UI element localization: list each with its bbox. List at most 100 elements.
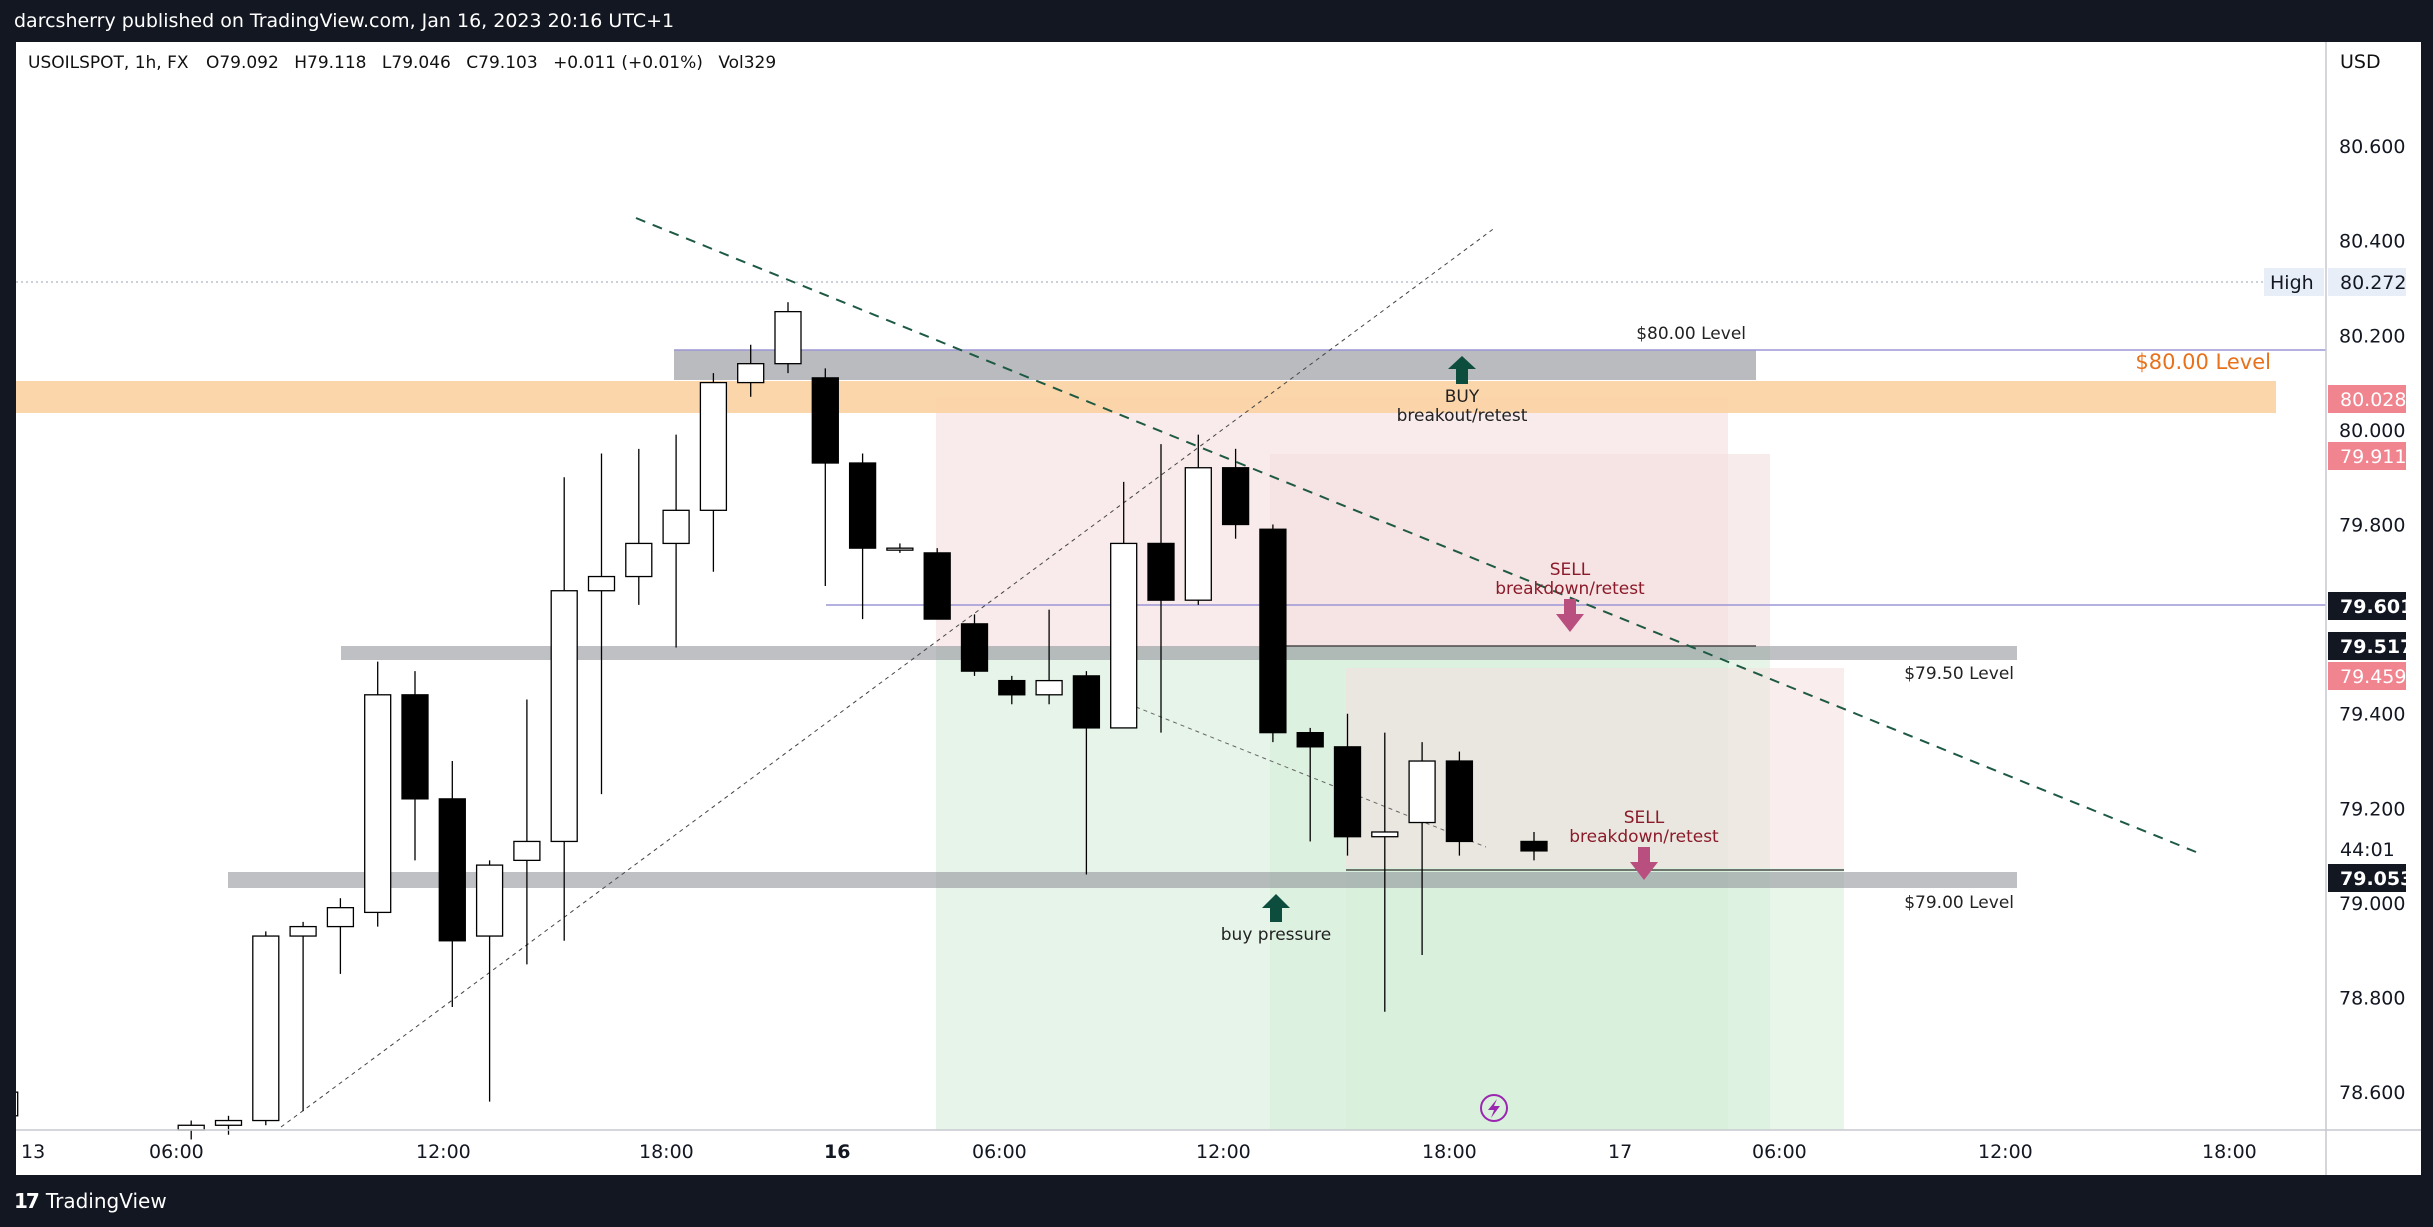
- candle: [289, 921, 317, 1112]
- candle-body-up: [774, 310, 802, 365]
- channel-line: [1135, 706, 1487, 848]
- candle-body-up: [0, 1091, 19, 1117]
- price-chart[interactable]: $80.00 Level $80.00 Level $79.50 Level $…: [0, 42, 2421, 1175]
- candle: [1296, 727, 1324, 842]
- footer-brand: TradingView: [45, 1189, 167, 1213]
- price-tick-label: 80.600: [2339, 136, 2405, 158]
- time-tick-label: 06:00: [149, 1141, 204, 1163]
- long-zone-3: [1346, 868, 1844, 1130]
- candle-body-down: [998, 679, 1026, 696]
- candle: [625, 448, 653, 605]
- price-tag: 44:01: [2328, 835, 2406, 863]
- time-tick-label: 16: [824, 1141, 850, 1163]
- price-tag: 79.911: [2328, 442, 2406, 470]
- price-tag-value: 79.459: [2340, 666, 2406, 688]
- grey-80-zone: [674, 350, 1756, 380]
- grey-79-zone: [228, 872, 2017, 888]
- candle: [1371, 732, 1399, 1012]
- open-value: O79.092: [206, 53, 279, 73]
- price-tags: 80.272 High 80.028 79.911 79.601 79.517 79.459…: [2264, 268, 2413, 892]
- price-tag: 80.272 High: [2264, 268, 2406, 296]
- level-80-label: $80.00 Level: [1636, 324, 1746, 344]
- publish-header: darcsherry published on TradingView.com,…: [0, 0, 2433, 42]
- level-80-orange-label: $80.00 Level: [2135, 350, 2271, 374]
- candle: [1184, 434, 1212, 605]
- price-tag-bg: [2328, 632, 2406, 660]
- price-tick-label: 80.000: [2339, 420, 2405, 442]
- price-tick-label: 79.000: [2339, 893, 2405, 915]
- symbol-info: USOILSPOT, 1h, FX O79.092 H79.118 L79.04…: [28, 53, 776, 73]
- time-tick-label: 18:00: [1422, 1141, 1477, 1163]
- change-value: +0.011 (+0.01%): [553, 53, 703, 73]
- price-tag-value: 44:01: [2340, 839, 2395, 861]
- candle: [923, 548, 951, 620]
- candle: [214, 1115, 243, 1135]
- chart-frame[interactable]: $80.00 Level $80.00 Level $79.50 Level $…: [0, 42, 2421, 1175]
- candle: [1072, 671, 1101, 875]
- candle: [737, 344, 765, 397]
- time-tick-label: 12:00: [1978, 1141, 2033, 1163]
- candle: [364, 661, 392, 927]
- candle-body-up: [625, 542, 653, 578]
- buy-pressure-label: buy pressure: [1221, 925, 1331, 945]
- price-tag-value: 80.272: [2340, 272, 2406, 294]
- lightning-icon[interactable]: [1480, 1094, 1508, 1122]
- candle: [475, 860, 504, 1102]
- close-value: C79.103: [466, 53, 537, 73]
- candle-body-down: [848, 462, 877, 549]
- time-tick-label: 18:00: [2202, 1141, 2257, 1163]
- high-value: H79.118: [294, 53, 366, 73]
- time-tick-label: 06:00: [1752, 1141, 1807, 1163]
- grey-7950-zone: [341, 646, 2017, 660]
- price-tag: 79.601: [2328, 592, 2413, 620]
- candle-body-up: [1371, 831, 1399, 838]
- tradingview-logo-icon: 17: [14, 1189, 40, 1213]
- candle: [998, 675, 1026, 705]
- candle: [1221, 448, 1250, 539]
- candle-body-up: [886, 547, 914, 551]
- candle: [513, 699, 541, 965]
- candle-body-up: [1408, 760, 1436, 824]
- tradingview-logo[interactable]: 17 TradingView: [14, 1175, 167, 1227]
- candle-body-up: [289, 925, 317, 937]
- level-79-label: $79.00 Level: [1904, 893, 2014, 913]
- currency-label: USD: [2340, 51, 2381, 73]
- candle-body-down: [1296, 731, 1324, 748]
- time-axis[interactable]: 13 06:00 12:00 18:00 16 06:00 12:00 18:00 17 06:0…: [21, 1141, 2257, 1163]
- time-tick-label: 06:00: [972, 1141, 1027, 1163]
- candle: [848, 453, 877, 620]
- candle: [1333, 713, 1362, 856]
- price-tick-label: 80.200: [2339, 325, 2405, 347]
- candle: [587, 453, 616, 795]
- price-tick-label: 79.200: [2339, 798, 2405, 820]
- footer: 17 TradingView: [0, 1175, 2433, 1227]
- candle-body-down: [1445, 760, 1474, 843]
- candle-body-down: [811, 377, 839, 464]
- candle-body-up: [1035, 679, 1063, 696]
- price-axis[interactable]: 80.600 80.400 80.200 80.000 79.800 79.400 79.2…: [2339, 136, 2405, 1104]
- price-tag: 79.053: [2328, 864, 2413, 892]
- candle-body-up: [699, 381, 728, 511]
- candle-body-up: [1110, 542, 1138, 729]
- price-tick-label: 78.800: [2339, 988, 2405, 1010]
- candle-body-up: [1184, 467, 1212, 601]
- candle-body-down: [1520, 840, 1548, 852]
- candle: [811, 368, 839, 586]
- candle: [326, 898, 355, 974]
- candle-body-down: [923, 552, 951, 620]
- candle-body-up: [326, 907, 355, 928]
- candle: [886, 543, 914, 553]
- price-tag-bg: [2328, 268, 2406, 296]
- candle: [550, 477, 578, 941]
- candle: [438, 761, 466, 1008]
- price-tick-label: 78.600: [2339, 1082, 2405, 1104]
- publish-info: darcsherry published on TradingView.com,…: [14, 10, 675, 32]
- candle: [774, 302, 802, 374]
- price-tag-value: 80.028: [2340, 389, 2406, 411]
- price-tag-bg: [2328, 864, 2406, 892]
- time-tick-label: 17: [1608, 1141, 1632, 1163]
- price-tag-bg: [2328, 835, 2406, 863]
- candle: [252, 931, 280, 1126]
- low-value: L79.046: [382, 53, 451, 73]
- sell2-label: SELL: [1624, 808, 1665, 828]
